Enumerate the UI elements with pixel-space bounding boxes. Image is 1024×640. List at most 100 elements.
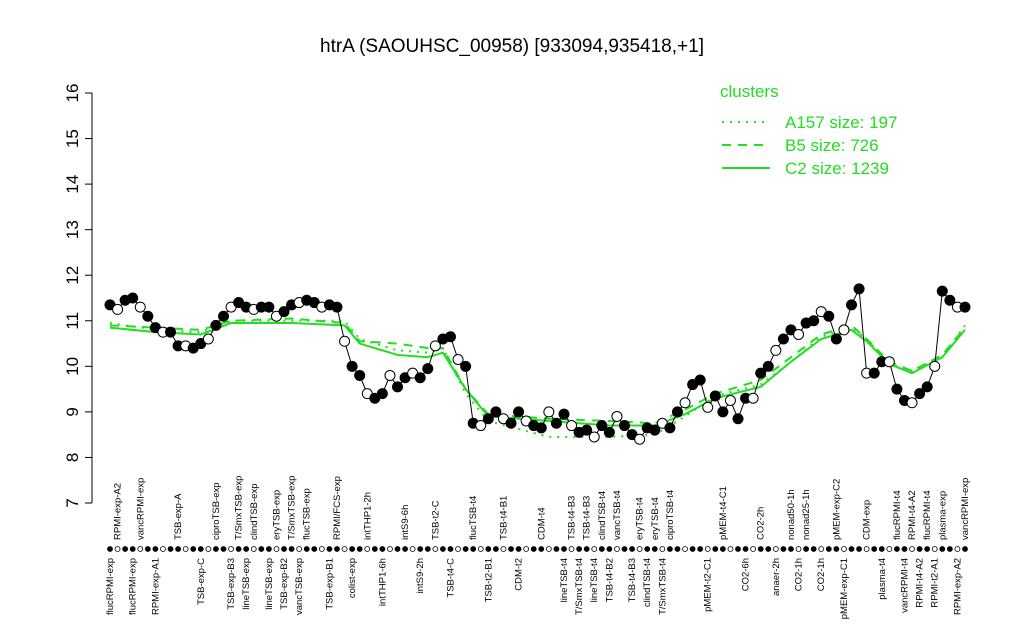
x-tick-label: RPMI-exp-A2 <box>113 483 124 540</box>
point <box>134 301 146 313</box>
sample-dot <box>205 546 212 552</box>
sample-dot <box>402 546 408 552</box>
x-tick-label: CDM-t4 <box>536 507 547 540</box>
sample-dot <box>349 546 356 552</box>
sample-dot <box>122 546 129 552</box>
x-tick-label: flucTSB-exp <box>302 488 313 540</box>
point <box>709 390 721 402</box>
y-tick-label: 8 <box>63 453 82 462</box>
sample-dot <box>175 546 181 552</box>
sample-dot <box>197 546 204 552</box>
x-tick-label: pMEM-t4-C1 <box>718 486 729 540</box>
x-tick-label: flucRPMI-exp <box>105 558 116 615</box>
point <box>891 383 903 395</box>
point <box>747 392 759 404</box>
sample-dot <box>508 546 514 552</box>
x-tick-label: plasma-exp <box>937 491 948 540</box>
sample-dot <box>757 546 764 552</box>
sample-dot <box>394 546 401 552</box>
sample-dot <box>750 546 757 552</box>
point <box>777 333 789 345</box>
point <box>830 333 842 345</box>
x-tick-label: vancRPMI-t4 <box>899 558 910 613</box>
sample-dot <box>591 546 598 552</box>
sample-dot <box>651 546 658 552</box>
x-tick-label: ciproTSB-t4 <box>665 490 676 540</box>
sample-dot <box>167 546 174 552</box>
point <box>202 333 214 345</box>
expression-line <box>109 287 965 440</box>
sample-dot <box>719 546 726 552</box>
point <box>210 319 222 331</box>
sample-dot <box>568 546 575 552</box>
point <box>838 324 850 336</box>
point <box>846 299 858 311</box>
sample-dot <box>387 546 393 552</box>
x-tick-label: T/SmxTSB-t4 <box>657 558 668 615</box>
sample-dot <box>288 546 295 552</box>
sample-dot <box>863 546 870 552</box>
x-tick-label: intS9-2h <box>415 558 426 593</box>
sample-dot <box>931 546 938 552</box>
point <box>664 422 676 434</box>
sample-dot <box>598 546 605 552</box>
sample-dot <box>107 546 113 552</box>
y-tick-label: 10 <box>63 357 82 376</box>
sample-dot <box>818 546 825 552</box>
sample-dot <box>417 546 424 552</box>
point <box>217 310 229 322</box>
y-tick-label: 11 <box>63 312 82 330</box>
x-tick-label: flucTSB-t4 <box>468 496 479 540</box>
sample-dot <box>455 546 461 552</box>
sample-dot <box>470 546 477 552</box>
point <box>422 363 434 375</box>
x-tick-label: intTHP1-2h <box>362 492 373 540</box>
sample-dot <box>447 546 454 552</box>
x-tick-label: nonad25-1h <box>801 489 812 540</box>
sample-dot <box>735 546 741 552</box>
point <box>346 360 358 372</box>
x-tick-label: intTHP1-6h <box>377 558 388 606</box>
x-tick-label: pMEM-exp-C2 <box>831 479 842 540</box>
legend-title: clusters <box>720 82 779 101</box>
sample-dot <box>515 546 522 552</box>
x-tick-label: vancRPMI-exp <box>960 478 971 540</box>
sample-dot <box>659 546 666 552</box>
sample-dot <box>462 546 469 552</box>
x-tick-label: RPMI-exp-A1 <box>150 558 161 615</box>
sample-dot <box>667 546 673 552</box>
sample-dot <box>848 546 855 552</box>
chart-title: htrA (SAOUHSC_00958) [933094,935418,+1] <box>320 36 704 57</box>
point <box>959 301 971 313</box>
y-tick-label: 16 <box>63 84 82 103</box>
y-tick-label: 9 <box>63 407 82 416</box>
sample-dot <box>213 546 219 552</box>
y-tick-label: 7 <box>63 498 82 507</box>
point <box>724 395 736 406</box>
sample-dot <box>318 546 325 552</box>
sample-dot <box>326 546 333 552</box>
sample-dot <box>682 546 688 552</box>
x-tick-label: TSB-exp-B3 <box>226 558 237 610</box>
point <box>165 326 177 338</box>
cluster-line <box>109 319 966 438</box>
sample-dot <box>182 546 189 552</box>
point <box>944 294 956 306</box>
point <box>505 417 517 429</box>
sample-dot <box>220 546 227 552</box>
sample-dot <box>409 546 416 552</box>
point <box>755 367 767 379</box>
point <box>331 301 343 313</box>
sample-dot <box>954 546 961 552</box>
x-tick-label: TSB-exp-C <box>196 558 207 605</box>
point <box>482 413 494 425</box>
sample-dot <box>523 546 530 552</box>
x-tick-label: CO2-1h <box>794 558 805 591</box>
point <box>717 406 729 418</box>
sample-dot <box>841 546 847 552</box>
x-tick-label: RPMI-t4-A2 <box>907 490 918 540</box>
point <box>513 406 525 418</box>
point <box>883 356 895 368</box>
point <box>808 315 820 327</box>
point <box>452 354 464 365</box>
